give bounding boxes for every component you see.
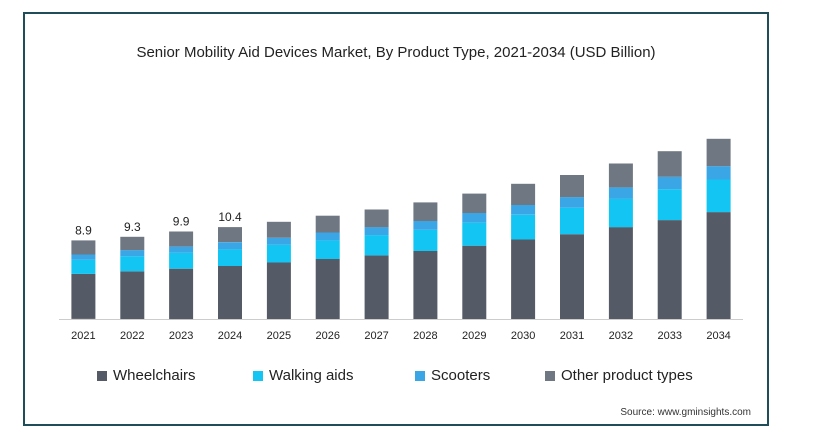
bar-segment-scooters-2034 xyxy=(706,166,731,180)
bar-segment-wheelchairs-2029 xyxy=(462,245,487,319)
bar-segment-other-product-types-2027 xyxy=(364,209,389,228)
x-tick-label-2021: 2021 xyxy=(71,330,95,342)
bar-segment-scooters-2023 xyxy=(169,246,194,253)
legend-item-walking-aids: Walking aids xyxy=(253,367,353,384)
bar-segment-walking-aids-2023 xyxy=(169,252,194,269)
bar-segment-scooters-2031 xyxy=(560,197,584,208)
x-tick-label-2028: 2028 xyxy=(413,330,437,342)
legend-swatch xyxy=(545,370,555,381)
total-label-2023: 9.9 xyxy=(173,215,190,229)
bar-segment-wheelchairs-2028 xyxy=(413,251,438,319)
legend-label: Walking aids xyxy=(269,367,354,384)
bar-segment-scooters-2028 xyxy=(413,221,438,230)
source-note: Source: www.gminsights.com xyxy=(620,407,751,418)
x-tick-label-2024: 2024 xyxy=(218,330,242,342)
bar-segment-wheelchairs-2033 xyxy=(657,220,682,319)
x-tick-label-2026: 2026 xyxy=(315,330,339,342)
bar-segment-other-product-types-2029 xyxy=(462,193,487,213)
bar-segment-wheelchairs-2031 xyxy=(560,234,584,319)
bar-segment-other-product-types-2025 xyxy=(266,221,291,238)
legend-label: Other product types xyxy=(561,367,693,384)
chart-legend: Wheelchairs Walking aids Scooters Other pro… xyxy=(25,367,767,391)
legend-label: Scooters xyxy=(431,367,491,384)
bar-segment-scooters-2032 xyxy=(608,187,633,199)
legend-item-scooters: Scooters xyxy=(415,367,490,384)
bar-segment-wheelchairs-2027 xyxy=(364,255,389,319)
x-tick-label-2022: 2022 xyxy=(120,330,144,342)
bar-segment-other-product-types-2023 xyxy=(169,231,194,247)
legend-swatch xyxy=(415,370,425,381)
bar-segment-wheelchairs-2032 xyxy=(608,227,633,319)
bar-segment-walking-aids-2033 xyxy=(657,189,682,221)
bar-segment-scooters-2022 xyxy=(120,250,145,257)
bar-segment-walking-aids-2031 xyxy=(560,207,584,235)
bar-segment-scooters-2021 xyxy=(71,254,96,260)
x-tick-label-2027: 2027 xyxy=(364,330,388,342)
legend-label: Wheelchairs xyxy=(113,367,196,384)
bar-segment-other-product-types-2033 xyxy=(657,151,682,177)
bar-segment-wheelchairs-2030 xyxy=(511,239,536,319)
x-tick-label-2031: 2031 xyxy=(560,330,584,342)
bar-segment-walking-aids-2022 xyxy=(120,256,145,272)
chart-frame: Senior Mobility Aid Devices Market, By P… xyxy=(23,12,769,426)
bar-segment-scooters-2024 xyxy=(218,242,242,250)
bar-segment-other-product-types-2024 xyxy=(218,227,242,243)
bar-segment-walking-aids-2026 xyxy=(315,240,340,259)
bar-segment-other-product-types-2030 xyxy=(511,183,536,205)
bar-segment-wheelchairs-2026 xyxy=(315,258,340,319)
x-tick-label-2023: 2023 xyxy=(169,330,193,342)
bar-segment-other-product-types-2026 xyxy=(315,215,340,233)
bar-segment-walking-aids-2021 xyxy=(71,259,96,274)
legend-item-wheelchairs: Wheelchairs xyxy=(97,367,196,384)
bar-segment-wheelchairs-2025 xyxy=(266,262,291,319)
bar-segment-other-product-types-2028 xyxy=(413,202,438,221)
x-tick-label-2025: 2025 xyxy=(267,330,291,342)
x-tick-label-2032: 2032 xyxy=(609,330,633,342)
bar-segment-other-product-types-2034 xyxy=(706,138,731,167)
bar-segment-scooters-2025 xyxy=(266,237,291,245)
total-label-2022: 9.3 xyxy=(124,220,141,234)
x-tick-label-2030: 2030 xyxy=(511,330,535,342)
legend-swatch xyxy=(253,370,263,381)
chart-plot: 8.9 2021 9.3 2022 9.9 2023 10.4 2024 2025 2026 202… xyxy=(59,138,743,342)
x-tick-label-2033: 2033 xyxy=(657,330,681,342)
x-tick-label-2034: 2034 xyxy=(706,330,730,342)
bar-segment-walking-aids-2024 xyxy=(218,249,242,266)
bar-segment-wheelchairs-2024 xyxy=(218,266,242,319)
bar-segment-wheelchairs-2034 xyxy=(706,212,731,319)
bar-segment-scooters-2027 xyxy=(364,227,389,236)
legend-swatch xyxy=(97,370,107,381)
bar-segment-scooters-2029 xyxy=(462,213,487,223)
bar-segment-scooters-2033 xyxy=(657,176,682,190)
bar-segment-scooters-2026 xyxy=(315,232,340,241)
chart-title: Senior Mobility Aid Devices Market, By P… xyxy=(136,44,656,61)
bar-segment-other-product-types-2031 xyxy=(560,175,584,198)
bar-segment-walking-aids-2029 xyxy=(462,222,487,246)
bar-segment-walking-aids-2028 xyxy=(413,229,438,251)
bar-segment-walking-aids-2032 xyxy=(608,198,633,228)
bar-segment-wheelchairs-2023 xyxy=(169,268,194,320)
bar-segment-wheelchairs-2022 xyxy=(120,271,145,319)
bar-segment-walking-aids-2034 xyxy=(706,179,731,213)
bar-segment-walking-aids-2030 xyxy=(511,214,536,240)
bar-segment-other-product-types-2022 xyxy=(120,236,145,251)
total-label-2024: 10.4 xyxy=(218,210,242,224)
x-tick-label-2029: 2029 xyxy=(462,330,486,342)
bar-segment-walking-aids-2025 xyxy=(266,244,291,263)
bar-segment-other-product-types-2021 xyxy=(71,240,96,255)
bar-segment-other-product-types-2032 xyxy=(608,163,633,188)
bar-segment-scooters-2030 xyxy=(511,205,536,215)
legend-item-other-product-types: Other product types xyxy=(545,367,693,384)
total-label-2021: 8.9 xyxy=(75,223,92,237)
bar-segment-wheelchairs-2021 xyxy=(71,273,96,319)
bar-segment-walking-aids-2027 xyxy=(364,235,389,256)
